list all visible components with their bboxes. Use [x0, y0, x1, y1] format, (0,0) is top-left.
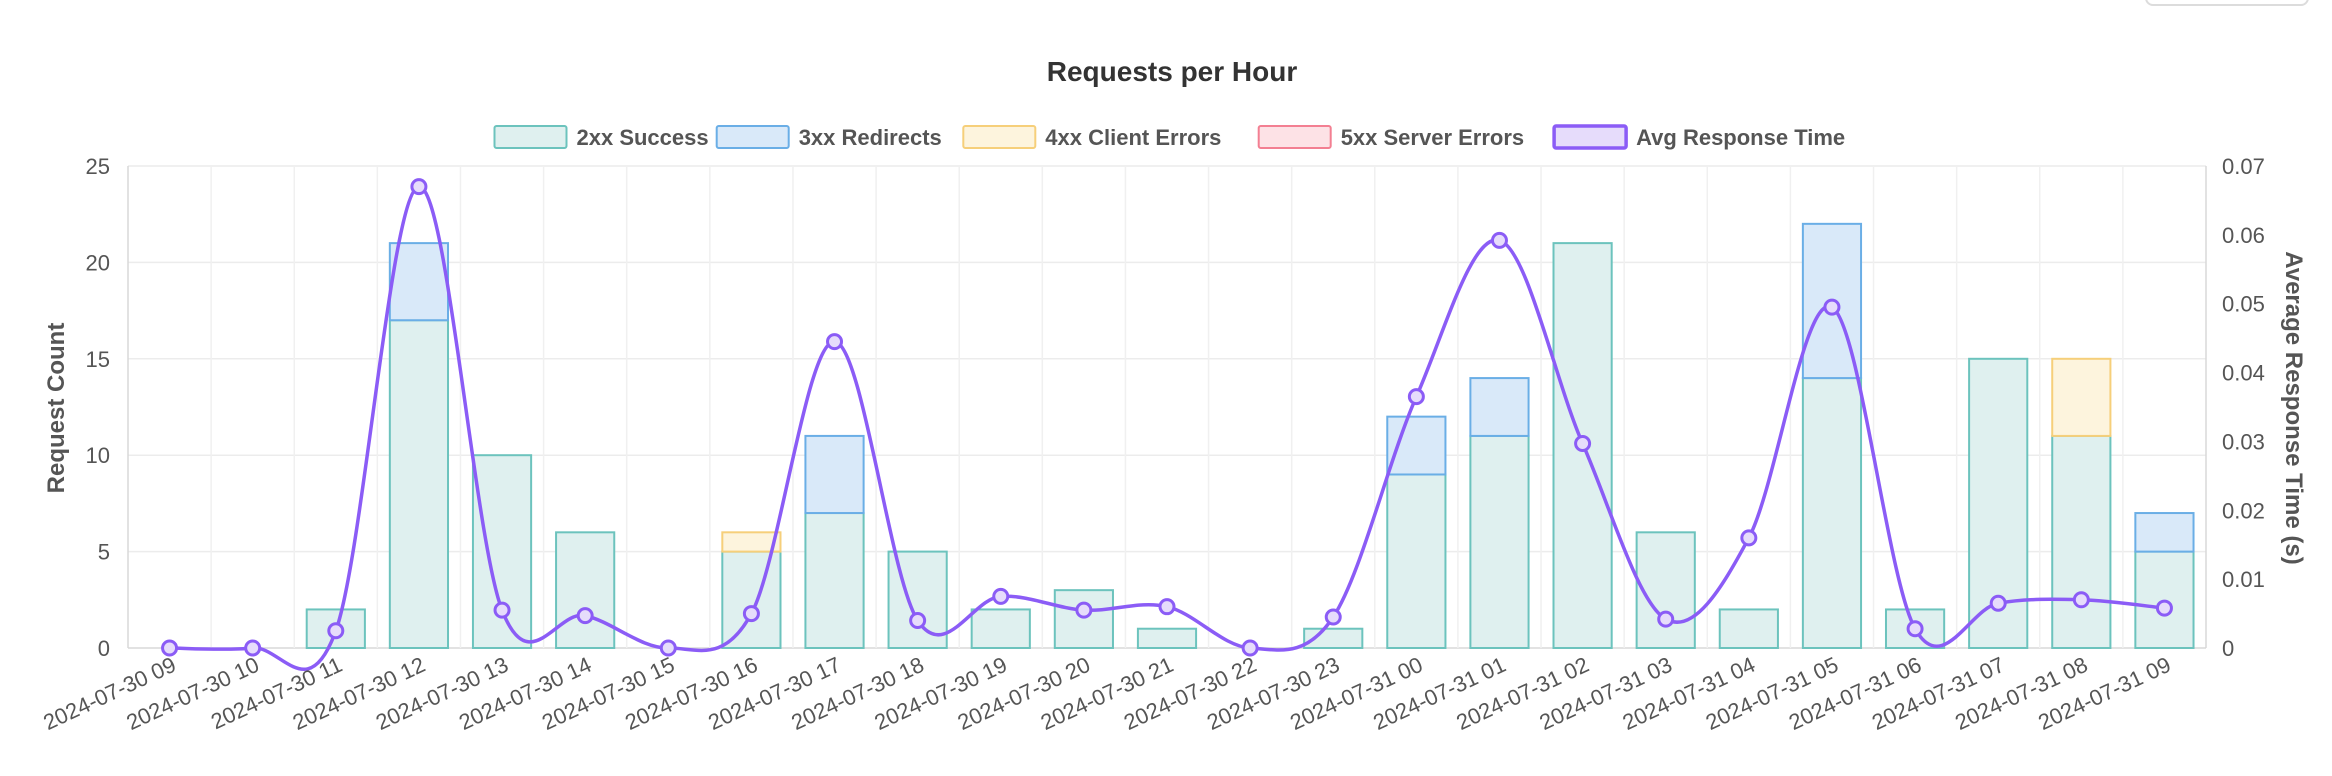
legend-label: 2xx Success [577, 125, 709, 150]
response-time-point [244, 639, 262, 657]
response-time-point [1740, 529, 1758, 547]
y-tick-label: 10 [86, 443, 110, 468]
bar [388, 319, 450, 649]
response-time-point [1574, 434, 1592, 452]
response-time-path [169, 184, 2165, 671]
bar [1469, 377, 1530, 437]
y2-tick-label: 0 [2222, 636, 2234, 661]
y2-tick-label: 0.07 [2222, 154, 2265, 179]
bar [1635, 531, 1696, 650]
bar [388, 242, 450, 322]
legend-label: 3xx Redirects [799, 125, 942, 150]
legend-label: 5xx Server Errors [1341, 125, 1524, 150]
y2-tick-label: 0.01 [2222, 567, 2265, 592]
response-time-point [1158, 598, 1176, 616]
response-time-line [161, 178, 2173, 671]
response-time-point [659, 639, 677, 657]
legend-item: 5xx Server Errors [1257, 125, 1524, 150]
response-time-point [576, 607, 594, 625]
bar [804, 434, 865, 515]
y2-tick-label: 0.02 [2222, 498, 2265, 523]
response-time-point [742, 605, 760, 623]
bar [1136, 627, 1198, 649]
bar [2051, 357, 2112, 437]
response-time-point [2072, 591, 2090, 609]
y2-tick-label: 0.06 [2222, 223, 2265, 248]
bar [1718, 608, 1779, 650]
response-time-point [1241, 639, 1259, 657]
response-time-point [1989, 594, 2007, 612]
bar [1469, 434, 1530, 650]
bar [471, 454, 533, 650]
y-tick-label: 15 [86, 347, 110, 372]
bar [804, 512, 865, 649]
response-time-point [826, 333, 844, 351]
bar [721, 531, 782, 553]
response-time-point [410, 178, 428, 196]
response-time-point [327, 622, 345, 640]
y-axis-label: Request Count [43, 323, 70, 494]
bar [1053, 589, 1114, 649]
legend-swatch [715, 125, 790, 149]
y-tick-label: 25 [86, 154, 110, 179]
bar [721, 550, 782, 649]
legend-swatch [1257, 125, 1332, 149]
y-tick-label: 0 [98, 636, 110, 661]
chart-legend: 2xx Success 3xx Redirects 4xx Client Error… [493, 124, 1845, 150]
y-tick-label: 5 [98, 540, 110, 565]
y2-tick-label: 0.03 [2222, 429, 2265, 454]
bar [555, 531, 616, 650]
legend-item: Avg Response Time [1552, 124, 1845, 150]
response-time-point [1490, 231, 1508, 249]
response-time-point [992, 587, 1010, 605]
response-time-point [1407, 388, 1425, 406]
bar [2051, 434, 2112, 650]
response-time-point [1906, 620, 1924, 638]
legend-item: 4xx Client Errors [962, 125, 1221, 150]
y-tick-label: 20 [86, 250, 110, 275]
response-time-point [1657, 610, 1675, 628]
legend-swatch [1552, 124, 1628, 150]
legend-item: 3xx Redirects [715, 125, 942, 150]
legend-item: 2xx Success [493, 125, 709, 150]
response-time-point [909, 611, 927, 629]
y2-tick-label: 0.04 [2222, 361, 2265, 386]
response-time-point [1823, 298, 1841, 316]
response-time-point [1324, 608, 1342, 626]
bar [1801, 377, 1863, 649]
legend-swatch [493, 125, 568, 149]
legend-label: Avg Response Time [1636, 125, 1845, 150]
response-time-point [2155, 599, 2173, 617]
response-time-point [493, 601, 511, 619]
response-time-point [1075, 601, 1093, 619]
legend-label: 4xx Client Errors [1045, 125, 1221, 150]
response-time-point [161, 639, 179, 657]
bar [970, 608, 1031, 650]
y2-tick-label: 0.05 [2222, 292, 2265, 317]
chart-title: Requests per Hour [1047, 56, 1298, 87]
legend-swatch [962, 125, 1037, 149]
chart-bars [305, 222, 2195, 650]
bar [2134, 512, 2195, 553]
y2-axis-label: Average Response Time (s) [2280, 251, 2307, 564]
bar [1386, 473, 1447, 650]
